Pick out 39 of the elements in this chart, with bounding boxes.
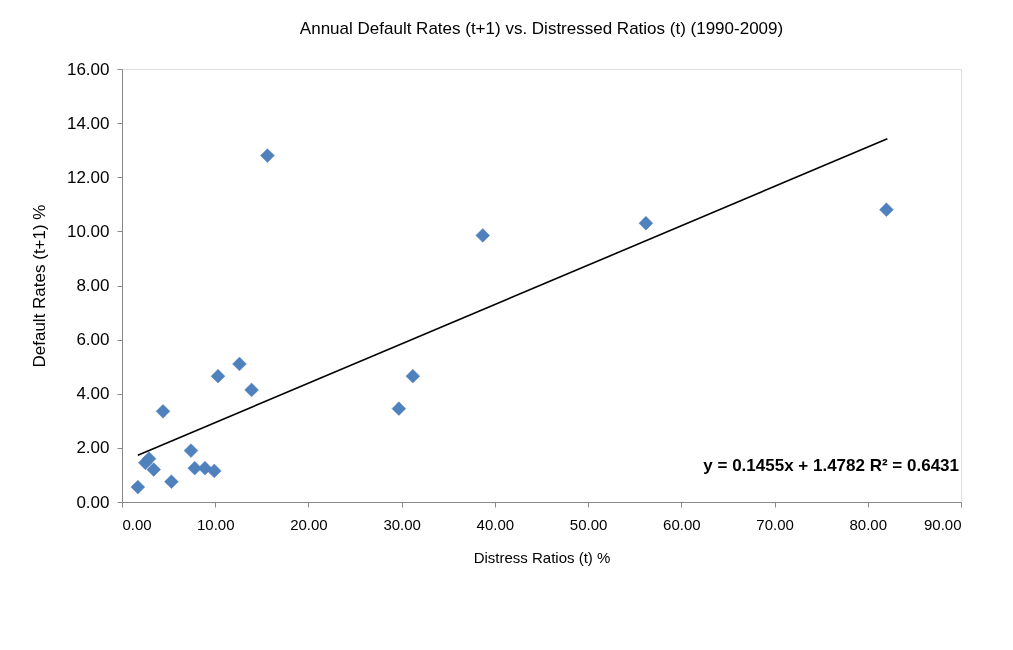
y-tick-label: 6.00 [76,330,110,350]
point [879,202,894,217]
point [207,463,222,479]
point [475,228,490,243]
annotation: y = 0.1455x + 1.4782 R² = 0.6431 [703,456,959,475]
y-tick-label: 10.00 [66,221,110,241]
y-tick-label: 14.00 [66,113,110,133]
point [210,369,226,384]
point [141,451,157,466]
point [164,474,179,489]
x-tick-label: 80.00 [849,515,888,533]
chart-title: Annual Default Rates (t+1) vs. Distressed Ratios (t) (1990-2009) [299,19,784,38]
point [183,443,199,458]
point [405,369,420,384]
point [232,356,247,372]
x-tick-label: 60.00 [663,515,701,533]
y-tick-label: 12.00 [66,167,110,187]
x-tick-label: 90.00 [923,515,962,533]
point [130,479,145,495]
x-tick-label: 50.00 [569,515,608,533]
x-tick-label: 70.00 [756,515,794,533]
x-tick-label: 30.00 [383,515,421,533]
point [638,216,654,231]
point [244,382,259,398]
x-tick-label: 40.00 [476,515,515,533]
y-tick-label: 2.00 [76,438,110,458]
x-tick-label: 10.00 [196,515,235,533]
x-tick-label: 20.00 [290,515,328,533]
point [146,462,161,477]
y-axis-title: Default Rates (t+1) % [29,204,49,368]
y-tick-label: 16.00 [66,59,110,79]
point [391,401,407,416]
y-tick-label: 0.00 [76,492,110,512]
x-axis-title: Distress Ratios (t) % [473,548,611,566]
point [155,404,171,419]
y-tick-label: 4.00 [76,384,110,404]
point [260,148,275,163]
x-tick-label: 0.00 [122,515,152,533]
y-tick-label: 8.00 [76,276,110,295]
